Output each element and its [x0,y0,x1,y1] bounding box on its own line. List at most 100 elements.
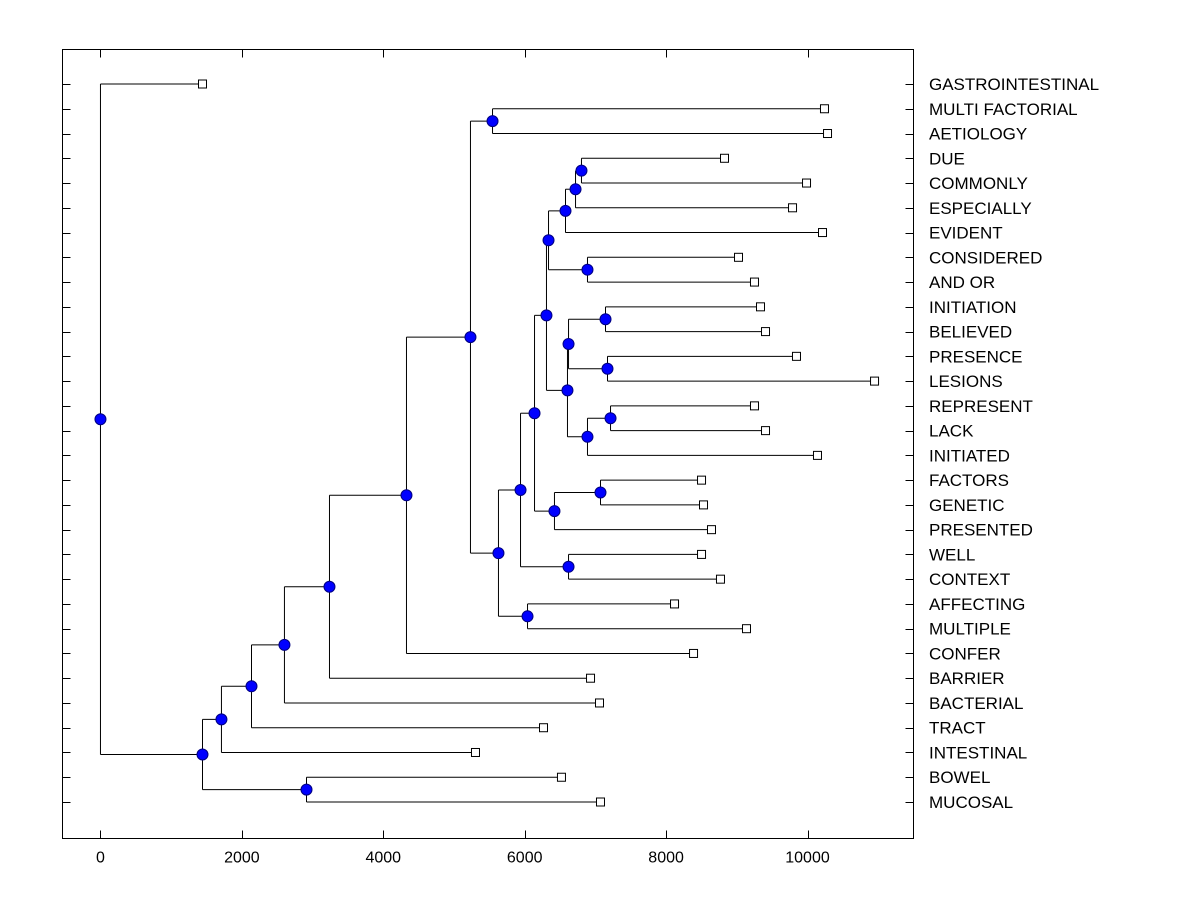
cluster-node [323,580,336,593]
leaf-marker [761,327,771,337]
leaf-label: MULTIPLE [929,620,1011,639]
leaf-label: INTESTINAL [929,743,1027,762]
leaf-marker [761,426,771,436]
row-ticks [62,84,914,803]
leaf-label: PRESENCE [929,347,1023,366]
leaf-label: AETIOLOGY [929,125,1027,144]
leaf-marker [749,277,759,287]
x-tick-label: 10000 [785,850,830,867]
leaf-label: GENETIC [929,496,1005,515]
x-tick-label: 8000 [648,850,684,867]
cluster-node [245,680,258,693]
leaf-marker [689,648,699,658]
cluster-node [400,489,413,502]
cluster-node [594,486,607,499]
leaf-label: DUE [929,149,965,168]
cluster-node [278,638,291,651]
x-tick-label: 4000 [365,850,401,867]
leaf-marker [788,203,798,213]
leaf-label: MULTI FACTORIAL [929,100,1078,119]
leaf-marker [870,376,880,386]
leaf-label: BELIEVED [929,323,1012,342]
leaf-marker [823,129,833,139]
leaf-label: REPRESENT [929,397,1033,416]
x-tick-label: 2000 [224,850,260,867]
cluster-node [486,115,499,128]
cluster-node [528,407,541,420]
cluster-node [492,547,505,560]
leaf-label: PRESENTED [929,521,1033,540]
leaf-marker [539,723,549,733]
cluster-node [94,413,107,426]
x-axis: 0 2000 4000 6000 8000 10000 [96,49,830,867]
x-tick-label: 0 [96,850,105,867]
cluster-node [540,309,553,322]
leaf-label: TRACT [929,719,986,738]
leaf-marker [697,475,707,485]
leaf-label: INITIATED [929,446,1010,465]
leaf-label: LACK [929,422,974,441]
cluster-node [581,263,594,276]
cluster-node [604,412,617,425]
leaf-marker [812,450,822,460]
leaf-label: CONFER [929,644,1001,663]
leaf-marker [470,747,480,757]
leaf-label: MUCOSAL [929,793,1013,812]
leaf-marker [741,624,751,634]
leaf-marker [670,599,680,609]
cluster-node [559,204,572,217]
cluster-node [601,362,614,375]
leaf-marker [197,79,207,89]
leaf-marker [819,104,829,114]
leaf-marker [749,401,759,411]
cluster-node [464,331,477,344]
leaf-label: FACTORS [929,471,1009,490]
plot-frame [62,49,914,839]
cluster-node [581,430,594,443]
leaf-marker [556,772,566,782]
leaf-label: AFFECTING [929,595,1025,614]
leaf-label: CONTEXT [929,570,1010,589]
leaf-label: BARRIER [929,669,1005,688]
leaf-marker [755,302,765,312]
cluster-node [542,234,555,247]
cluster-node [569,183,582,196]
branches [99,83,875,803]
leaf-markers [197,79,880,807]
leaf-label: COMMONLY [929,174,1028,193]
cluster-node [561,384,574,397]
leaf-label: WELL [929,545,975,564]
leaf-label: LESIONS [929,372,1003,391]
leaf-marker [791,351,801,361]
cluster-node [575,164,588,177]
leaf-label: AND OR [929,273,995,292]
leaf-marker [734,252,744,262]
cluster-node [548,505,561,518]
leaf-marker [818,228,828,238]
cluster-node [215,713,228,726]
leaf-marker [720,153,730,163]
leaf-marker [595,797,605,807]
leaf-label: BACTERIAL [929,694,1023,713]
leaf-marker [595,698,605,708]
leaf-marker [586,673,596,683]
leaf-label: ESPECIALLY [929,199,1032,218]
leaf-label: GASTROINTESTINAL [929,75,1099,94]
leaf-marker [699,500,709,510]
leaf-label: EVIDENT [929,224,1003,243]
leaf-marker [706,525,716,535]
cluster-node [514,484,527,497]
cluster-node [562,337,575,350]
leaf-label: CONSIDERED [929,248,1042,267]
leaf-label: BOWEL [929,768,990,787]
leaf-labels: GASTROINTESTINAL MULTI FACTORIAL AETIOLOGY… [929,75,1099,812]
cluster-node [300,783,313,796]
leaf-marker [697,549,707,559]
internal-nodes [94,115,617,796]
leaf-marker [715,574,725,584]
cluster-node [562,560,575,573]
x-tick-label: 6000 [507,850,543,867]
cluster-node [196,748,209,761]
leaf-marker [802,178,812,188]
